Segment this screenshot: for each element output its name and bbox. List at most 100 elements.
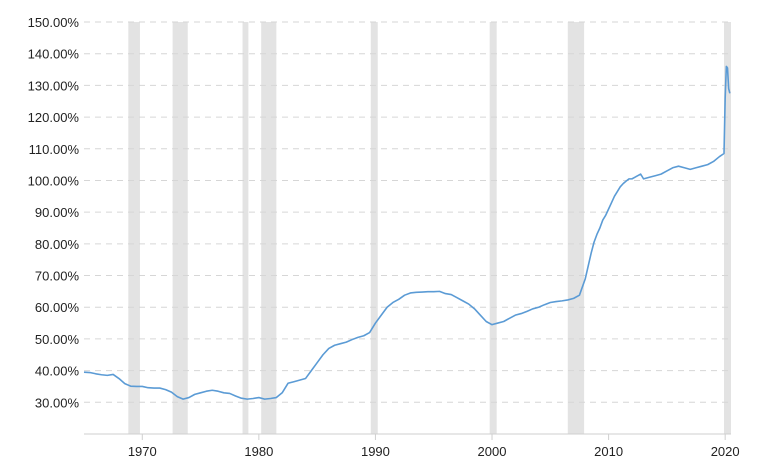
data-point [591, 253, 592, 254]
data-point [713, 161, 714, 162]
shaded-period-7 [724, 22, 731, 434]
data-point [200, 392, 201, 393]
data-point [611, 202, 612, 203]
data-point [252, 398, 253, 399]
data-point [623, 183, 624, 184]
data-point [142, 386, 143, 387]
data-point [684, 167, 685, 168]
data-point [532, 308, 533, 309]
data-point [631, 178, 632, 179]
data-point [439, 291, 440, 292]
data-point [247, 399, 248, 400]
data-point [503, 321, 504, 322]
data-point [728, 88, 729, 89]
data-point [177, 396, 178, 397]
data-point [538, 307, 539, 308]
data-point [299, 380, 300, 381]
data-point [387, 307, 388, 308]
y-tick-label: 130.00% [28, 78, 80, 93]
data-point [451, 294, 452, 295]
data-point [241, 398, 242, 399]
data-point [223, 392, 224, 393]
y-tick-label: 150.00% [28, 15, 80, 30]
data-point [690, 169, 691, 170]
x-tick-label: 1980 [244, 444, 273, 459]
data-point [596, 234, 597, 235]
data-point [148, 387, 149, 388]
data-point [605, 215, 606, 216]
data-point [217, 391, 218, 392]
data-point [357, 337, 358, 338]
data-point [153, 387, 154, 388]
shaded-period-6 [567, 22, 585, 434]
x-tick-label: 1990 [361, 444, 390, 459]
y-tick-label: 110.00% [29, 142, 80, 157]
data-point [416, 292, 417, 293]
data-point [628, 178, 629, 179]
data-point [305, 378, 306, 379]
data-point [95, 373, 96, 374]
y-tick-label: 90.00% [35, 205, 80, 220]
data-point [381, 315, 382, 316]
data-point [640, 174, 641, 175]
data-point [599, 227, 600, 228]
data-point [171, 392, 172, 393]
data-point [649, 177, 650, 178]
data-point [276, 397, 277, 398]
y-tick-label: 40.00% [35, 364, 80, 379]
shaded-period-3 [261, 22, 277, 434]
data-point [421, 291, 422, 292]
data-point [206, 391, 207, 392]
data-point [322, 354, 323, 355]
data-point [567, 299, 568, 300]
data-point [468, 303, 469, 304]
data-point [544, 304, 545, 305]
data-point [474, 308, 475, 309]
data-point [602, 219, 603, 220]
data-point [462, 300, 463, 301]
data-point [433, 291, 434, 292]
data-point [727, 67, 728, 68]
data-point [188, 397, 189, 398]
data-point [352, 339, 353, 340]
data-point [136, 386, 137, 387]
data-point [637, 175, 638, 176]
data-point [593, 242, 594, 243]
data-point [282, 392, 283, 393]
data-point [486, 321, 487, 322]
shaded-period-0 [128, 22, 140, 434]
x-tick-label: 2020 [711, 444, 740, 459]
data-point [480, 315, 481, 316]
data-point [625, 181, 626, 182]
data-point [328, 348, 329, 349]
data-point [701, 166, 702, 167]
data-point [369, 332, 370, 333]
data-point [235, 395, 236, 396]
shaded-period-2 [242, 22, 249, 434]
data-point [404, 295, 405, 296]
data-point [392, 302, 393, 303]
data-point [695, 167, 696, 168]
data-point [398, 299, 399, 300]
y-tick-label: 30.00% [35, 395, 80, 410]
data-point [83, 372, 84, 373]
data-point [608, 208, 609, 209]
y-axis-tick-labels: 30.00% 40.00% 50.00% 60.00% 70.00% 80.00% 90.0… [28, 15, 80, 410]
data-point [672, 167, 673, 168]
data-point [346, 341, 347, 342]
data-point [561, 300, 562, 301]
data-point [427, 291, 428, 292]
data-point [497, 322, 498, 323]
data-point [707, 164, 708, 165]
data-point [614, 196, 615, 197]
data-point [293, 381, 294, 382]
data-point [666, 170, 667, 171]
data-point [182, 399, 183, 400]
data-point [130, 386, 131, 387]
data-point [456, 297, 457, 298]
data-point [107, 375, 108, 376]
data-point [573, 298, 574, 299]
data-point [445, 293, 446, 294]
data-point [363, 335, 364, 336]
